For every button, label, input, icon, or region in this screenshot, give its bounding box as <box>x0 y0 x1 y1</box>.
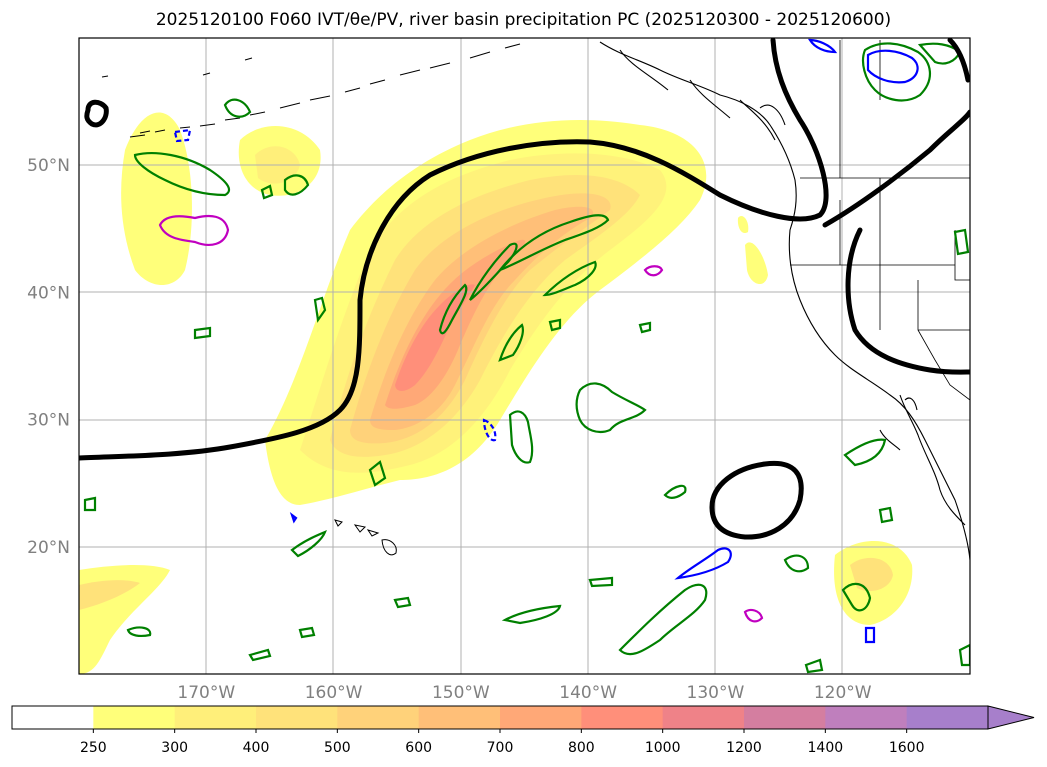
colorbar-swatch <box>825 706 908 729</box>
colorbar-labels: 250 300 400 500 600 700 800 1000 1200 1400 1600 <box>80 729 925 756</box>
latitude-labels: 50°N 40°N 30°N 20°N <box>27 156 70 558</box>
hawaii-islands <box>334 519 397 556</box>
colorbar-level-label: 250 <box>80 740 107 756</box>
lon-label: 140°W <box>559 683 617 703</box>
lon-label: 130°W <box>687 683 745 703</box>
colorbar-extend-arrow <box>987 705 1035 730</box>
map-title: 2025120100 F060 IVT/θe/PV, river basin p… <box>155 10 892 30</box>
political-borders <box>790 40 970 401</box>
colorbar-level-label: 300 <box>161 740 188 756</box>
colorbar-level-label: 600 <box>405 740 432 756</box>
pv-contours-blue <box>173 38 919 644</box>
coastline <box>599 41 970 561</box>
pv-contours-green <box>83 42 970 674</box>
colorbar-level-label: 700 <box>487 740 514 756</box>
lat-label: 40°N <box>27 283 70 303</box>
pv-contours-magenta <box>158 214 764 623</box>
colorbar-level-label: 500 <box>324 740 351 756</box>
ivt-blob-west <box>121 112 192 285</box>
longitude-labels: 170°W 160°W 150°W 140°W 130°W 120°W <box>177 683 871 703</box>
map-frame <box>78 37 971 675</box>
lon-label: 160°W <box>305 683 363 703</box>
colorbar <box>11 705 1035 730</box>
colorbar-swatch <box>744 706 826 729</box>
colorbar-swatch <box>12 706 94 729</box>
colorbar-swatch <box>174 706 257 729</box>
lat-label: 50°N <box>27 156 70 176</box>
colorbar-level-label: 400 <box>243 740 270 756</box>
theta-e-contours <box>79 38 970 540</box>
colorbar-level-label: 1600 <box>889 740 925 756</box>
aleutian-islands <box>101 43 521 138</box>
colorbar-swatch <box>337 706 420 729</box>
colorbar-swatch <box>662 706 745 729</box>
lon-label: 120°W <box>814 683 872 703</box>
colorbar-level-label: 1200 <box>726 740 762 756</box>
colorbar-swatch <box>906 706 989 729</box>
lat-label: 30°N <box>27 411 70 431</box>
colorbar-level-label: 1000 <box>645 740 681 756</box>
lon-label: 150°W <box>432 683 490 703</box>
colorbar-swatch <box>418 706 501 729</box>
colorbar-level-label: 1400 <box>808 740 844 756</box>
colorbar-swatch <box>500 706 582 729</box>
ivt-level-800 <box>395 284 475 391</box>
colorbar-swatch <box>581 706 664 729</box>
lat-label: 20°N <box>27 538 70 558</box>
lon-label: 170°W <box>177 683 235 703</box>
colorbar-level-label: 800 <box>568 740 595 756</box>
colorbar-swatch <box>256 706 338 729</box>
colorbar-swatch <box>93 706 176 729</box>
